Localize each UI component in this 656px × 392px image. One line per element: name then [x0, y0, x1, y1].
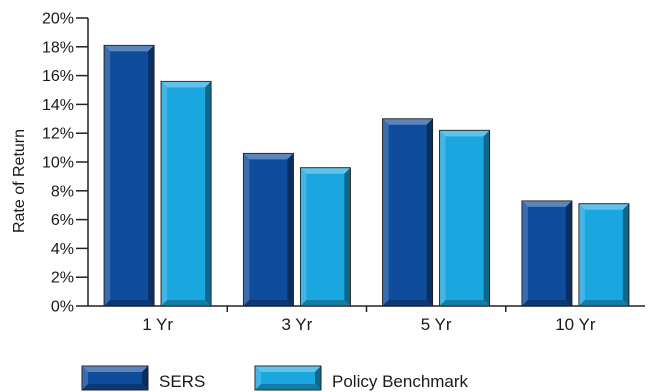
y-tick-label: 8%: [51, 183, 74, 200]
x-tick-label: 3 Yr: [281, 315, 312, 334]
bar: [242, 152, 294, 307]
bar: [103, 44, 155, 307]
bar: [160, 80, 212, 307]
bar: [439, 129, 491, 307]
y-tick-label: 20%: [42, 11, 74, 28]
bars: [103, 44, 630, 307]
legend-item: SERS: [81, 365, 205, 391]
legend-swatch: [81, 365, 149, 391]
legend-label: Policy Benchmark: [332, 372, 469, 391]
legend-swatch: [254, 365, 322, 391]
y-tick-label: 14%: [42, 97, 74, 114]
y-tick-label: 4%: [51, 241, 74, 258]
bar: [578, 203, 630, 307]
x-axis: 1 Yr 3 Yr 5 Yr 10 Yr: [88, 305, 645, 334]
legend-label: SERS: [159, 372, 205, 391]
y-tick-label: 0%: [51, 299, 74, 316]
legend-item: Policy Benchmark: [254, 365, 469, 391]
y-tick-label: 12%: [42, 126, 74, 143]
x-tick-label: 5 Yr: [421, 315, 452, 334]
legend: SERS Policy Benchmark: [81, 365, 469, 391]
y-axis-title: Rate of Return: [11, 129, 28, 233]
y-tick-label: 2%: [51, 270, 74, 287]
y-tick-label: 18%: [42, 39, 74, 56]
y-axis: 0% 2% 4% 6% 8% 10% 12% 14% 16% 18% 20%: [42, 11, 89, 316]
x-tick-label: 1 Yr: [142, 315, 173, 334]
bar: [299, 167, 351, 307]
x-tick-label: 10 Yr: [555, 315, 596, 334]
bar: [382, 118, 434, 307]
y-tick-label: 16%: [42, 68, 74, 85]
bar: [521, 200, 573, 307]
y-tick-label: 6%: [51, 212, 74, 229]
y-tick-label: 10%: [42, 155, 74, 172]
